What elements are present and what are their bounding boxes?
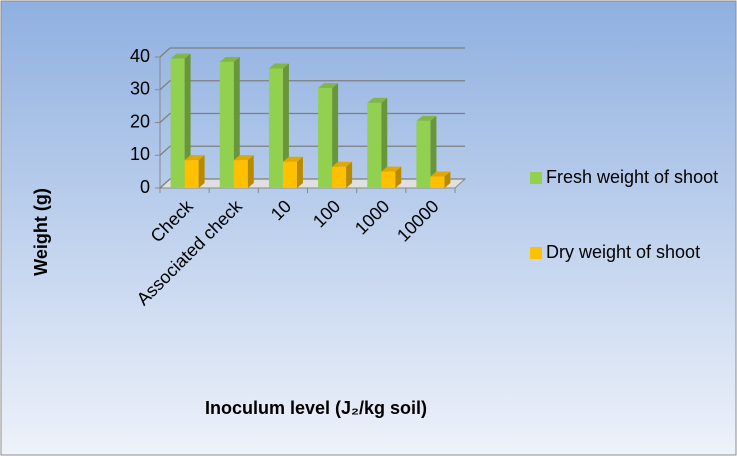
bar-top xyxy=(318,83,339,89)
bar-side xyxy=(381,97,388,188)
y-tick-label: 20 xyxy=(130,111,150,131)
bar-front xyxy=(219,61,234,188)
legend-swatch xyxy=(530,172,542,184)
y-tick-label: 40 xyxy=(130,46,150,66)
bar xyxy=(282,156,303,188)
bar-front xyxy=(170,58,185,189)
bar-front xyxy=(282,161,297,188)
y-axis-label: Weight (g) xyxy=(31,188,51,276)
bar-side xyxy=(296,156,303,188)
bar-top xyxy=(170,53,191,59)
bar xyxy=(318,83,339,188)
bar-front xyxy=(332,166,347,188)
bar-side xyxy=(282,63,289,188)
x-axis-label: Inoculum level (J₂/kg soil) xyxy=(205,398,427,418)
bar xyxy=(430,171,451,188)
bar-side xyxy=(247,155,254,188)
bar-side xyxy=(346,161,353,188)
bar-top xyxy=(219,56,240,62)
grid-line xyxy=(159,145,465,156)
bar-side xyxy=(332,83,339,188)
bar-top xyxy=(282,156,303,162)
bar-top xyxy=(416,115,437,121)
bar xyxy=(170,53,191,189)
bar xyxy=(381,166,402,188)
legend-label: Dry weight of shoot xyxy=(546,242,701,262)
bar-top xyxy=(184,155,205,161)
bar xyxy=(416,115,437,188)
bar-front xyxy=(367,102,382,188)
grid-line xyxy=(159,80,465,91)
legend-label: Fresh weight of shoot xyxy=(546,167,719,187)
bar-front xyxy=(430,176,445,188)
grid-line xyxy=(159,112,465,123)
bar-front xyxy=(268,68,283,188)
y-tick-label: 0 xyxy=(140,177,150,197)
bar xyxy=(268,63,289,188)
y-tick-label: 30 xyxy=(130,79,150,99)
bar xyxy=(367,97,388,188)
bar-front xyxy=(416,120,431,188)
bar-top xyxy=(430,171,451,177)
bar-side xyxy=(184,53,191,189)
bar xyxy=(219,56,240,188)
bar-top xyxy=(381,166,402,172)
bar-side xyxy=(198,155,205,188)
bar xyxy=(233,155,254,188)
bar-front xyxy=(318,88,333,188)
bar-top xyxy=(367,97,388,103)
bar-side xyxy=(430,115,437,188)
bar-front xyxy=(233,160,248,188)
legend-swatch xyxy=(530,247,542,259)
bar xyxy=(332,161,353,188)
bar-side xyxy=(395,166,402,188)
bar-top xyxy=(268,63,289,69)
bar-side xyxy=(233,56,240,188)
bar-front xyxy=(381,171,396,188)
bar-front xyxy=(184,160,199,188)
bar-top xyxy=(233,155,254,161)
bar-side xyxy=(444,171,451,188)
bar-top xyxy=(332,161,353,167)
bar xyxy=(184,155,205,188)
grid-line xyxy=(159,47,465,58)
grid-line xyxy=(159,178,465,189)
y-tick-label: 10 xyxy=(130,144,150,164)
